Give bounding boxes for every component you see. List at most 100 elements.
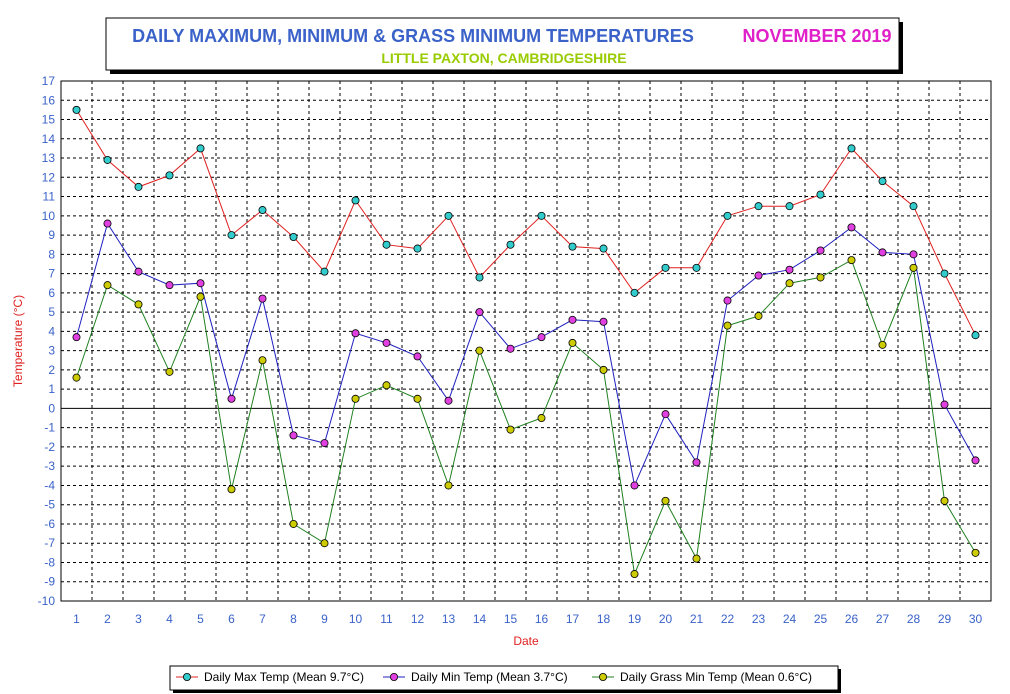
chart-subtitle: LITTLE PAXTON, CAMBRIDGESHIRE (381, 50, 626, 66)
chart-title-month: NOVEMBER 2019 (742, 26, 891, 46)
legend-marker (389, 673, 398, 682)
data-point (909, 202, 918, 211)
data-point (599, 317, 608, 326)
data-point (723, 321, 732, 330)
x-axis-label: Date (513, 634, 539, 648)
series-layer (72, 105, 980, 579)
y-tick-label: 6 (48, 286, 55, 300)
legend: Daily Max Temp (Mean 9.7°C) Daily Min Tem… (169, 665, 841, 693)
data-point (847, 144, 856, 153)
x-tick-label: 4 (166, 612, 173, 626)
data-point (320, 439, 329, 448)
x-tick-label: 3 (135, 612, 142, 626)
data-point (630, 570, 639, 579)
data-point (909, 250, 918, 259)
x-tick-label: 30 (969, 612, 983, 626)
x-tick-label: 23 (752, 612, 766, 626)
x-tick-label: 28 (907, 612, 921, 626)
data-point (661, 263, 670, 272)
data-point (103, 155, 112, 164)
series-3 (72, 256, 980, 579)
data-point (258, 294, 267, 303)
y-tick-label: -5 (44, 498, 55, 512)
data-point (382, 381, 391, 390)
y-tick-label: 14 (42, 132, 56, 146)
data-point (940, 269, 949, 278)
x-tick-label: 21 (690, 612, 704, 626)
data-point (661, 496, 670, 505)
series-1 (72, 105, 980, 340)
x-tick-label: 18 (597, 612, 611, 626)
data-point (878, 177, 887, 186)
data-point (134, 182, 143, 191)
chart-title: DAILY MAXIMUM, MINIMUM & GRASS MINIMUM T… (132, 26, 694, 46)
data-point (103, 281, 112, 290)
x-tick-label: 5 (197, 612, 204, 626)
data-point (227, 394, 236, 403)
data-point (258, 356, 267, 365)
series-2 (72, 219, 980, 490)
data-point (289, 232, 298, 241)
y-tick-label: 7 (48, 267, 55, 281)
y-tick-label: 17 (42, 74, 56, 88)
data-point (723, 211, 732, 220)
y-tick-label: 9 (48, 228, 55, 242)
x-tick-label: 11 (380, 612, 393, 626)
data-point (413, 394, 422, 403)
title-box: DAILY MAXIMUM, MINIMUM & GRASS MINIMUM T… (105, 17, 903, 74)
data-point (847, 256, 856, 265)
data-point (320, 267, 329, 276)
data-point (444, 481, 453, 490)
data-point (165, 281, 174, 290)
x-tick-label: 22 (721, 612, 735, 626)
data-point (692, 263, 701, 272)
legend-item: Daily Min Temp (Mean 3.7°C) (383, 670, 568, 684)
data-point (227, 231, 236, 240)
data-point (289, 431, 298, 440)
data-point (971, 548, 980, 557)
data-point (537, 211, 546, 220)
x-tick-label: 14 (473, 612, 487, 626)
legend-marker (599, 673, 608, 682)
y-tick-label: 16 (42, 93, 56, 107)
legend-label: Daily Min Temp (Mean 3.7°C) (411, 670, 568, 684)
y-tick-label: 8 (48, 247, 55, 261)
x-axis: 1 2 3 4 5 6 7 8 9 10 11 12 13 14 15 16 17 18 19 20 21 22 23 24 2… (73, 612, 982, 626)
y-axis: -10-9-8-7-6-5-4-3-2-10123456789101112131… (38, 74, 56, 608)
data-point (847, 223, 856, 232)
data-point (258, 206, 267, 215)
data-point (351, 329, 360, 338)
data-point (320, 539, 329, 548)
legend-marker (182, 673, 191, 682)
x-tick-label: 2 (104, 612, 111, 626)
data-point (661, 410, 670, 419)
x-tick-label: 29 (938, 612, 952, 626)
x-tick-label: 9 (321, 612, 328, 626)
data-point (568, 315, 577, 324)
data-point (506, 425, 515, 434)
x-tick-label: 20 (659, 612, 673, 626)
y-tick-label: -10 (38, 594, 56, 608)
x-tick-label: 6 (228, 612, 235, 626)
data-point (165, 367, 174, 376)
x-tick-label: 25 (814, 612, 828, 626)
x-tick-label: 12 (411, 612, 425, 626)
data-point (723, 296, 732, 305)
y-axis-label: Temperature (°C) (11, 295, 25, 387)
y-tick-label: -3 (44, 459, 55, 473)
x-tick-label: 16 (535, 612, 549, 626)
x-tick-label: 1 (73, 612, 80, 626)
data-point (630, 288, 639, 297)
data-point (940, 496, 949, 505)
data-point (227, 485, 236, 494)
data-point (475, 346, 484, 355)
data-point (816, 190, 825, 199)
data-point (785, 265, 794, 274)
x-tick-label: 10 (349, 612, 363, 626)
y-tick-label: -9 (44, 575, 55, 589)
data-point (537, 333, 546, 342)
y-tick-label: 5 (48, 305, 55, 319)
x-tick-label: 13 (442, 612, 456, 626)
legend-item: Daily Grass Min Temp (Mean 0.6°C) (592, 670, 812, 684)
data-point (506, 240, 515, 249)
